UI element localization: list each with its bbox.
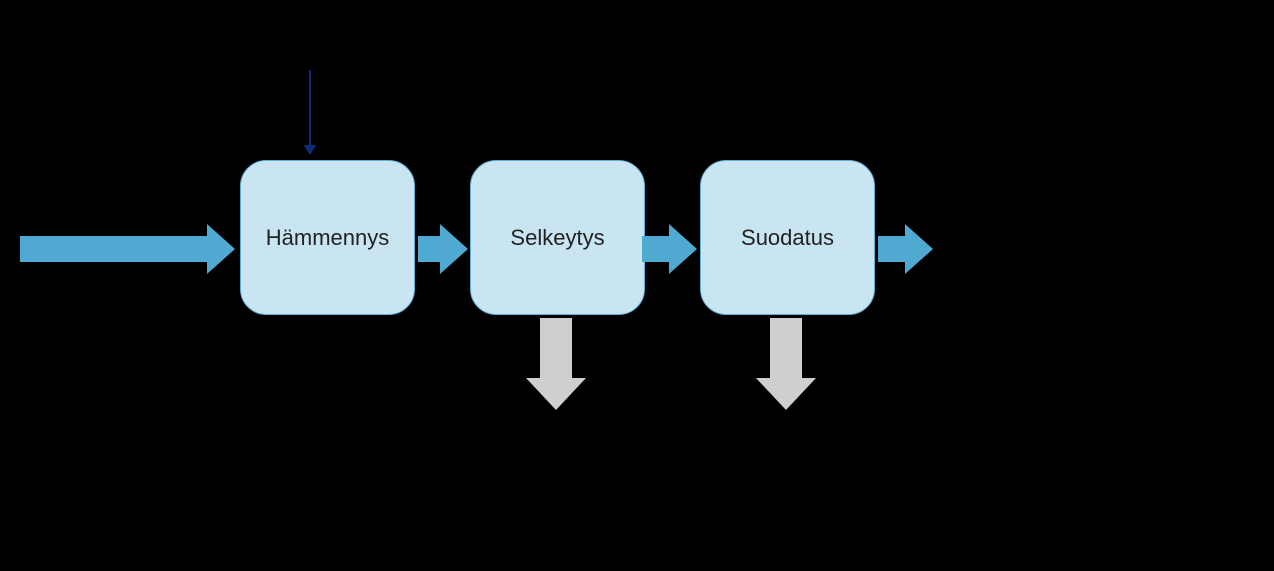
flow-arrow — [878, 224, 933, 274]
flow-arrow — [20, 224, 235, 274]
flow-arrow — [418, 224, 468, 274]
input-arrow-thin — [300, 70, 320, 157]
flow-arrow — [642, 224, 697, 274]
process-box-n2: Selkeytys — [470, 160, 645, 315]
process-box-label: Selkeytys — [510, 225, 604, 251]
process-box-label: Suodatus — [741, 225, 834, 251]
process-box-n1: Hämmennys — [240, 160, 415, 315]
process-box-label: Hämmennys — [266, 225, 389, 251]
output-arrow-down — [756, 318, 816, 410]
output-arrow-down — [526, 318, 586, 410]
process-box-n3: Suodatus — [700, 160, 875, 315]
